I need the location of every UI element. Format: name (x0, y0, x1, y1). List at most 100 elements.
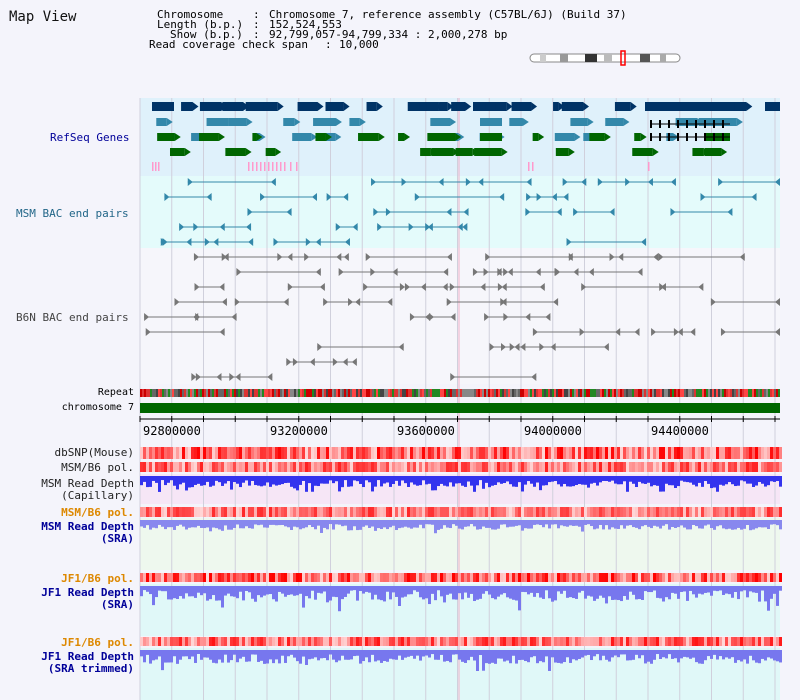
heatmap-cell (419, 507, 422, 517)
heatmap-cell (224, 447, 227, 459)
gene-strand-arrow (335, 133, 342, 141)
depth-bar (434, 476, 437, 491)
bac-end-arrow (304, 253, 310, 261)
heatmap-cell (161, 573, 164, 582)
heatmap-cell (452, 507, 455, 517)
gene-exon (265, 148, 276, 156)
repeat-segment (482, 389, 484, 397)
heatmap-cell (674, 637, 677, 646)
heatmap-cell (590, 447, 593, 459)
repeat-segment (292, 389, 294, 397)
depth-bar (536, 476, 539, 483)
repeat-segment (240, 389, 242, 397)
heatmap-cell (386, 507, 389, 517)
repeat-segment (514, 389, 516, 397)
repeat-segment (472, 389, 474, 397)
heatmap-cell (731, 637, 734, 646)
heatmap-cell (272, 447, 275, 459)
heatmap-cell (431, 507, 434, 517)
repeat-segment (714, 389, 716, 397)
bac-end-arrow (690, 328, 696, 336)
heatmap-cell (227, 447, 230, 459)
depth-bar (227, 586, 230, 594)
repeat-segment (158, 389, 160, 397)
heatmap-cell (149, 462, 152, 472)
heatmap-cell (713, 462, 716, 472)
heatmap-cell (761, 507, 764, 517)
heatmap-cell (740, 637, 743, 646)
refseq-pink-mark (528, 162, 530, 171)
depth-bar (752, 520, 755, 530)
gene-exon (349, 118, 360, 126)
depth-bar (551, 520, 554, 525)
repeat-segment (598, 389, 600, 397)
track-label-refseq[interactable]: RefSeq Genes (50, 131, 130, 144)
depth-bar (428, 476, 431, 484)
depth-bar (635, 520, 638, 528)
heatmap-cell (413, 637, 416, 646)
heatmap-cell (755, 637, 758, 646)
depth-bar (623, 476, 626, 482)
heatmap-cell (176, 637, 179, 646)
depth-bar (716, 586, 719, 592)
depth-bar (629, 476, 632, 482)
depth-bar (551, 650, 554, 658)
depth-bar (557, 476, 560, 485)
depth-bar (533, 476, 536, 487)
jf1-depth-trimmed-line1: JF1 Read Depth (41, 650, 134, 663)
heatmap-cell (737, 507, 740, 517)
heatmap-cell (542, 637, 545, 646)
gene-exon-mark (695, 133, 697, 141)
depth-bar (512, 650, 515, 656)
heatmap-cell (458, 637, 461, 646)
heatmap-cell (479, 637, 482, 646)
depth-bar (710, 520, 713, 529)
depth-bar (350, 476, 353, 487)
depth-bar (194, 650, 197, 663)
depth-bar (503, 520, 506, 525)
repeat-segment (362, 389, 364, 397)
heatmap-cell (428, 573, 431, 582)
gene-strand-arrow (721, 148, 728, 156)
track-label-b6n-bac[interactable]: B6N BAC end pairs (16, 311, 129, 324)
track-label-msm-bac[interactable]: MSM BAC end pairs (16, 207, 129, 220)
depth-bar (554, 476, 557, 482)
repeat-segment (468, 389, 470, 397)
heatmap-cell (251, 462, 254, 472)
heatmap-cell (434, 462, 437, 472)
depth-bar (188, 476, 191, 488)
heatmap-cell (545, 462, 548, 472)
heatmap-cell (230, 462, 233, 472)
heatmap-cell (458, 447, 461, 459)
depth-bar (395, 520, 398, 531)
heatmap-cell (401, 637, 404, 646)
depth-bar (698, 586, 701, 594)
bac-end-arrow (499, 193, 505, 201)
heatmap-cell (227, 507, 230, 517)
bac-end-arrow (698, 283, 704, 291)
heatmap-cell (437, 462, 440, 472)
heatmap-cell (206, 462, 209, 472)
repeat-segment (412, 389, 414, 397)
heatmap-cell (689, 637, 692, 646)
depth-bar (431, 520, 434, 525)
depth-bar (590, 650, 593, 661)
heatmap-cell (197, 507, 200, 517)
depth-bar (242, 650, 245, 657)
depth-bar (242, 520, 245, 529)
depth-bar (659, 520, 662, 529)
depth-bar (527, 586, 530, 595)
depth-bar (434, 520, 437, 534)
heatmap-cell (689, 447, 692, 459)
depth-bar (233, 476, 236, 483)
repeat-segment (284, 389, 286, 397)
gene-exon (456, 102, 465, 111)
repeat-segment (712, 389, 714, 397)
heatmap-cell (236, 637, 239, 646)
depth-bar (575, 586, 578, 599)
depth-bar (749, 650, 752, 656)
heatmap-cell (338, 462, 341, 472)
depth-bar (686, 520, 689, 530)
heatmap-cell (539, 507, 542, 517)
